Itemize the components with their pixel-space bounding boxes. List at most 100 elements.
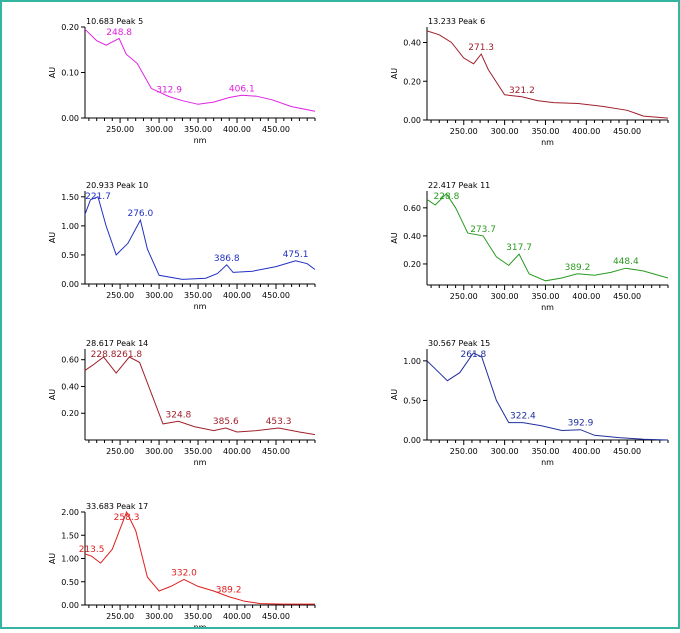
y-axis-label: AU — [48, 553, 57, 564]
spectrum-line — [426, 193, 669, 282]
x-tick-label: 400.00 — [223, 291, 251, 300]
chart-panel: 28.617 Peak 14 0.20 0.40 0.60 250.00 300.00 35… — [48, 339, 316, 467]
x-tick-label: 350.00 — [531, 447, 559, 456]
y-tick-label: 0.00 — [61, 280, 79, 289]
x-tick-label: 400.00 — [223, 125, 251, 134]
y-tick-label: 1.00 — [61, 222, 79, 231]
peak-label: 228.8 — [91, 350, 117, 360]
peak-label: 261.8 — [461, 350, 487, 360]
peak-label: 228.8 — [434, 192, 460, 202]
y-tick-label: 1.50 — [61, 193, 79, 202]
y-tick-label: 0.20 — [403, 260, 421, 269]
y-tick-label: 0.00 — [403, 436, 421, 445]
y-tick-label: 0.40 — [403, 232, 421, 241]
x-tick-label: 350.00 — [531, 292, 559, 301]
chart-title: 20.933 Peak 10 — [86, 181, 148, 190]
x-tick-label: 400.00 — [223, 612, 251, 621]
x-tick-label: 400.00 — [572, 292, 600, 301]
spectrum-line — [84, 510, 315, 605]
peak-label: 386.8 — [214, 254, 240, 264]
x-axis-label: nm — [194, 623, 207, 629]
y-axis-label: AU — [390, 68, 399, 79]
x-tick-label: 400.00 — [223, 447, 251, 456]
chart-panel: 22.417 Peak 11 0.20 0.40 0.60 250.00 300.00 35… — [390, 181, 669, 312]
chart-panel: 10.683 Peak 5 0.00 0.10 0.20 250.00 300.00 350… — [48, 17, 316, 145]
x-tick-label: 350.00 — [184, 612, 212, 621]
peak-label: 448.4 — [613, 257, 639, 267]
y-tick-label: 0.60 — [403, 204, 421, 213]
peak-label: 312.9 — [156, 86, 182, 96]
peak-label: 248.8 — [106, 28, 132, 38]
x-tick-label: 300.00 — [491, 292, 519, 301]
y-tick-label: 0.00 — [61, 114, 79, 123]
peak-label: 389.2 — [565, 263, 591, 273]
spectrum-line — [84, 196, 316, 280]
x-tick-label: 250.00 — [106, 125, 134, 134]
y-axis-label: AU — [48, 232, 57, 243]
x-tick-label: 300.00 — [145, 447, 173, 456]
chart-title: 33.683 Peak 17 — [86, 502, 148, 511]
x-axis-label: nm — [541, 303, 554, 312]
y-tick-label: 0.00 — [403, 116, 421, 125]
x-tick-label: 250.00 — [450, 127, 478, 136]
x-tick-label: 300.00 — [491, 127, 519, 136]
x-tick-label: 250.00 — [450, 292, 478, 301]
peak-label: 406.1 — [229, 84, 255, 94]
y-tick-label: 0.20 — [61, 23, 79, 32]
y-tick-label: 0.60 — [61, 356, 79, 365]
y-tick-label: 0.50 — [61, 578, 79, 587]
peak-label: 213.5 — [79, 545, 105, 555]
x-tick-label: 400.00 — [572, 447, 600, 456]
y-tick-label: 1.00 — [61, 555, 79, 564]
y-axis-label: AU — [48, 389, 57, 400]
peak-label: 261.8 — [116, 350, 142, 360]
peak-label: 258.3 — [114, 513, 140, 523]
peak-label: 475.1 — [283, 250, 309, 260]
y-tick-label: 2.00 — [61, 508, 79, 517]
x-axis-label: nm — [194, 302, 207, 311]
x-tick-label: 450.00 — [262, 447, 290, 456]
y-tick-label: 0.20 — [403, 77, 421, 86]
peak-label: 389.2 — [216, 586, 242, 596]
peak-label: 321.2 — [509, 86, 535, 96]
x-tick-label: 450.00 — [613, 127, 641, 136]
spectrum-line — [426, 30, 669, 119]
x-tick-label: 250.00 — [106, 291, 134, 300]
y-tick-label: 0.20 — [61, 409, 79, 418]
chart-panel: 33.683 Peak 17 0.00 0.50 1.00 1.50 2.00 250.00… — [48, 502, 316, 632]
peak-label: 273.7 — [470, 225, 496, 235]
x-tick-label: 450.00 — [613, 292, 641, 301]
peak-label: 385.6 — [213, 417, 239, 427]
peak-label: 317.7 — [506, 243, 532, 253]
chart-title: 13.233 Peak 6 — [428, 17, 485, 26]
peak-label: 332.0 — [171, 568, 197, 578]
y-axis-label: AU — [390, 232, 399, 243]
x-axis-label: nm — [541, 458, 554, 467]
y-tick-label: 0.00 — [61, 601, 79, 610]
x-tick-label: 300.00 — [145, 291, 173, 300]
chart-title: 30.567 Peak 15 — [428, 339, 490, 348]
x-tick-label: 300.00 — [491, 447, 519, 456]
x-tick-label: 250.00 — [106, 447, 134, 456]
y-tick-label: 1.50 — [61, 531, 79, 540]
x-tick-label: 450.00 — [262, 125, 290, 134]
chart-title: 10.683 Peak 5 — [86, 17, 143, 26]
peak-label: 392.9 — [568, 419, 594, 429]
y-tick-label: 0.40 — [61, 382, 79, 391]
y-tick-label: 0.50 — [61, 251, 79, 260]
y-tick-label: 0.50 — [403, 396, 421, 405]
peak-label: 322.4 — [510, 412, 536, 422]
chart-panel: 13.233 Peak 6 0.00 0.20 0.40 250.00 300.00 350… — [390, 17, 669, 147]
x-tick-label: 250.00 — [450, 447, 478, 456]
y-axis-label: AU — [390, 389, 399, 400]
x-tick-label: 350.00 — [184, 125, 212, 134]
x-axis-label: nm — [194, 458, 207, 467]
chart-panel: 20.933 Peak 10 0.00 0.50 1.00 1.50 250.00 300.… — [48, 181, 316, 311]
peak-label: 221.7 — [85, 192, 111, 202]
x-tick-label: 350.00 — [531, 127, 559, 136]
peak-label: 453.3 — [266, 417, 292, 427]
peak-label: 276.0 — [127, 209, 153, 219]
x-tick-label: 350.00 — [184, 447, 212, 456]
